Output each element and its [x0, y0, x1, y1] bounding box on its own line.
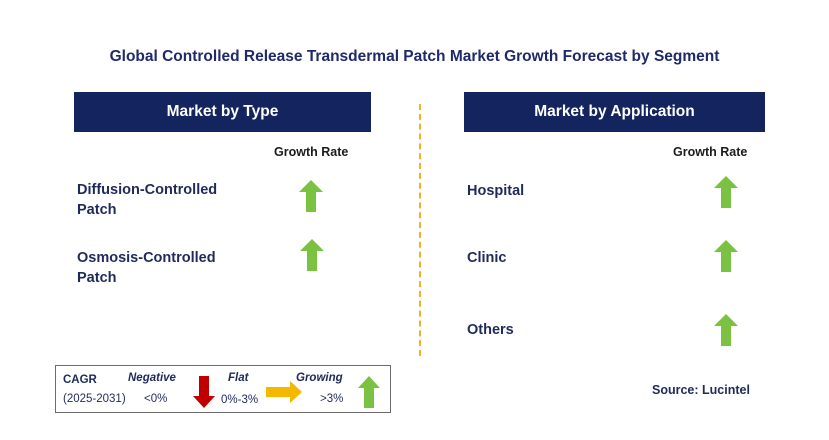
growth-arrow-up-icon	[714, 176, 738, 208]
segment-label-osmosis: Osmosis-Controlled Patch	[77, 248, 216, 288]
segment-label-others: Others	[467, 322, 514, 338]
growth-arrow-up-icon	[714, 240, 738, 272]
growth-arrow-up-icon	[300, 239, 324, 271]
legend-cagr: CAGR	[63, 374, 97, 386]
segment-label-diffusion: Diffusion-Controlled Patch	[77, 180, 217, 220]
page-title: Global Controlled Release Transdermal Pa…	[109, 48, 720, 65]
segment-label-line: Osmosis-Controlled	[77, 250, 216, 266]
segment-label-line: Diffusion-Controlled	[77, 182, 218, 198]
legend-flat: Flat	[228, 372, 249, 384]
legend-flat-range: 0%-3%	[221, 394, 259, 406]
growth-rate-label-application: Growth Rate	[673, 145, 748, 159]
growth-arrow-up-icon	[299, 180, 323, 212]
legend-growing-range: >3%	[320, 393, 344, 405]
segment-label-hospital: Hospital	[467, 183, 525, 199]
segment-label-clinic: Clinic	[467, 250, 507, 266]
segment-label-line: Patch	[77, 270, 117, 286]
growing-arrow-up-icon	[358, 376, 380, 408]
cagr-legend: CAGR (2025-2031) Negative <0% Flat 0%-3%…	[55, 365, 391, 413]
panel-header-application: Market by Application	[464, 92, 765, 132]
growth-arrow-up-icon	[714, 314, 738, 346]
source-note: Source: Lucintel	[652, 383, 750, 397]
legend-growing: Growing	[296, 372, 343, 384]
growth-rate-label-type: Growth Rate	[274, 145, 349, 159]
legend-negative-range: <0%	[144, 393, 168, 405]
negative-arrow-down-icon	[193, 376, 215, 408]
panel-header-type: Market by Type	[74, 92, 371, 132]
panel-divider	[419, 104, 421, 356]
legend-negative: Negative	[128, 372, 176, 384]
segment-label-line: Patch	[77, 202, 117, 218]
legend-period: (2025-2031)	[63, 393, 126, 405]
flat-arrow-right-icon	[266, 381, 302, 403]
